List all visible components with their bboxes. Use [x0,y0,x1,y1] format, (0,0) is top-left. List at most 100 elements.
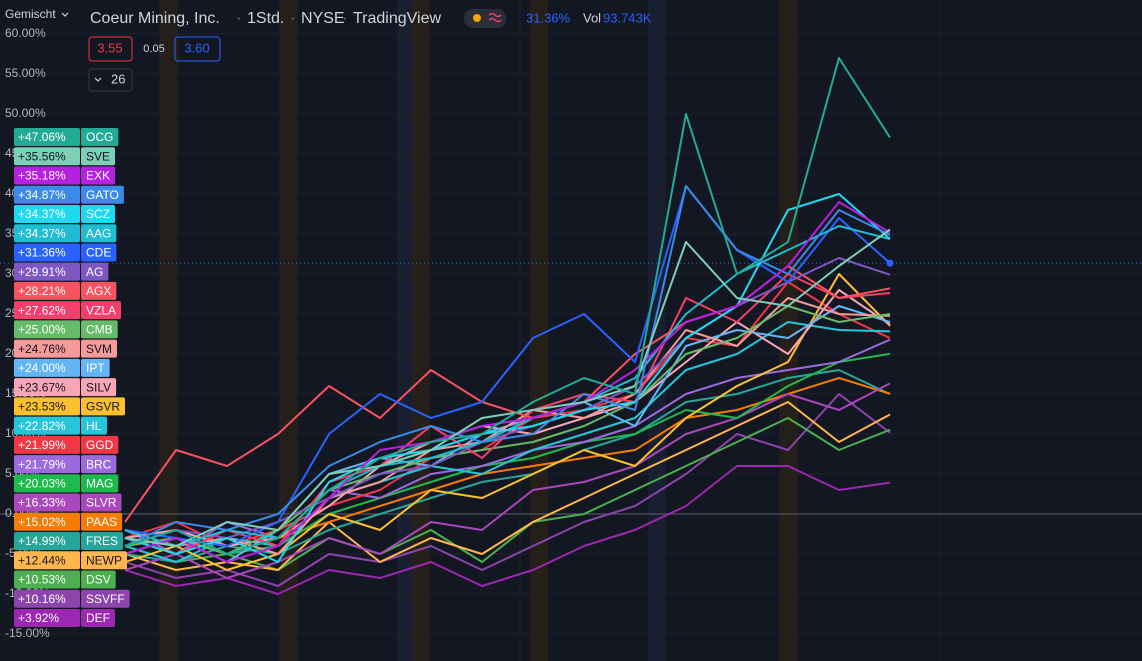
legend-badge[interactable]: +25.00% CMB [14,320,118,339]
legend-badge[interactable]: +34.37% AAG [14,224,117,243]
badge-value-bg [14,224,80,243]
series-line [124,228,891,547]
legend-badge[interactable]: +35.56% SVE [14,147,116,166]
legend-badge[interactable]: +21.99% GGD [14,435,119,454]
legend-badge[interactable]: +31.36% CDE [14,243,117,262]
series-line [124,382,891,579]
badge-name: DSV [86,573,111,587]
badge-name: GGD [86,438,114,452]
series-line [124,273,891,571]
badge-name: GSVR [86,400,120,414]
source: TradingView [353,10,441,27]
separator: · [290,10,295,27]
badge-value: +35.56% [18,149,66,163]
badge-name-bg [81,435,119,454]
badge-layer: +47.06% OCG +35.56% SVE +35.18% EXK +34.87% GAT… [14,128,130,627]
badge-value: +10.16% [18,592,66,606]
legend-badge[interactable]: +23.53% GSVR [14,397,126,416]
badge-name-bg [81,532,124,551]
legend-badge[interactable]: +21.79% BRC [14,455,117,474]
badge-name-bg [81,589,130,608]
badge-value: +15.02% [18,515,66,529]
legend-badge[interactable]: +20.03% MAG [14,474,119,493]
badge-value: +34.87% [18,188,66,202]
badge-value-bg [14,416,80,435]
badge-name: SSVFF [86,592,125,606]
badge-name-bg [81,281,117,300]
ask-button[interactable] [174,36,221,62]
badge-value-bg [14,262,80,281]
badge-name-bg [81,320,118,339]
badge-name-bg [81,474,119,493]
badge-name-bg [81,397,126,416]
legend-badge[interactable]: +24.00% IPT [14,358,110,377]
sun-icon [473,14,481,22]
chevron-icon [61,12,69,17]
badge-name: AG [86,265,103,279]
badge-value-bg [14,166,80,185]
badge-name-bg [81,358,110,377]
badge-value: +21.79% [18,457,66,471]
badge-value: +3.92% [18,611,59,625]
session-pill[interactable] [464,9,506,28]
session-band [648,0,666,661]
badge-value-bg [14,589,80,608]
legend-badge[interactable]: +23.67% SILV [14,378,117,397]
badge-name-bg [81,147,116,166]
legend-badge[interactable]: +15.02% PAAS [14,512,123,531]
badge-value-bg [14,474,80,493]
badge-name: PAAS [86,515,117,529]
series-line [124,201,891,563]
bid-button[interactable] [88,36,133,62]
badge-name-bg [81,570,116,589]
badge-name: GATO [86,188,119,202]
badge-name-bg [81,609,115,627]
legend-badge[interactable]: +27.62% VZLA [14,301,122,320]
legend-badge[interactable]: +28.21% AGX [14,281,117,300]
symbol-count: 26 [111,71,125,86]
badge-name: IPT [86,361,105,375]
badge-value-bg [14,455,80,474]
lines-layer [0,57,1142,595]
legend-badge[interactable]: +3.92% DEF [14,609,115,627]
badge-value-bg [14,128,80,146]
legend-badge[interactable]: +24.76% SVM [14,339,118,358]
session-band [780,0,798,661]
badge-value: +23.67% [18,380,66,394]
badge-value-bg [14,570,80,589]
legend-badge[interactable]: +34.87% GATO [14,185,124,204]
badge-value: +10.53% [18,573,66,587]
legend-badge[interactable]: +10.16% SSVFF [14,589,130,608]
badge-value-bg [14,378,80,397]
legend-badge[interactable]: +14.99% FRES [14,532,124,551]
badge-value: +34.37% [18,226,66,240]
badge-name: DEF [86,611,110,625]
badge-value: +31.36% [18,246,66,260]
badge-value: +47.06% [18,130,66,144]
badge-name: AGX [86,284,111,298]
legend-badge[interactable]: +22.82% HL [14,416,107,435]
series-line [124,465,891,595]
ask: 3.60 [184,40,209,55]
badge-name: SILV [86,380,111,394]
series-line [124,401,891,571]
badge-value-bg [14,493,80,512]
legend-badge[interactable]: +35.18% EXK [14,166,116,185]
legend-badge[interactable]: +16.33% SLVR [14,493,122,512]
badge-value: +23.53% [18,400,66,414]
series-line [124,185,891,547]
legend-badge[interactable]: +47.06% OCG [14,128,119,146]
badge-name-bg [81,455,117,474]
badge-name: EXK [86,169,110,183]
legend-badge[interactable]: +34.37% SCZ [14,204,115,223]
legend-badge[interactable]: +12.44% NEWP [14,551,127,570]
scale-mode[interactable]: Gemischt [5,7,56,21]
badge-value: +20.03% [18,476,66,490]
collapse-button[interactable] [88,68,133,92]
bid: 3.55 [97,40,122,55]
legend-badge[interactable]: +29.91% AG [14,262,109,281]
legend-badge[interactable]: +10.53% DSV [14,570,116,589]
badge-value: +12.44% [18,553,66,567]
y-tick-label: 50.00% [5,106,46,120]
